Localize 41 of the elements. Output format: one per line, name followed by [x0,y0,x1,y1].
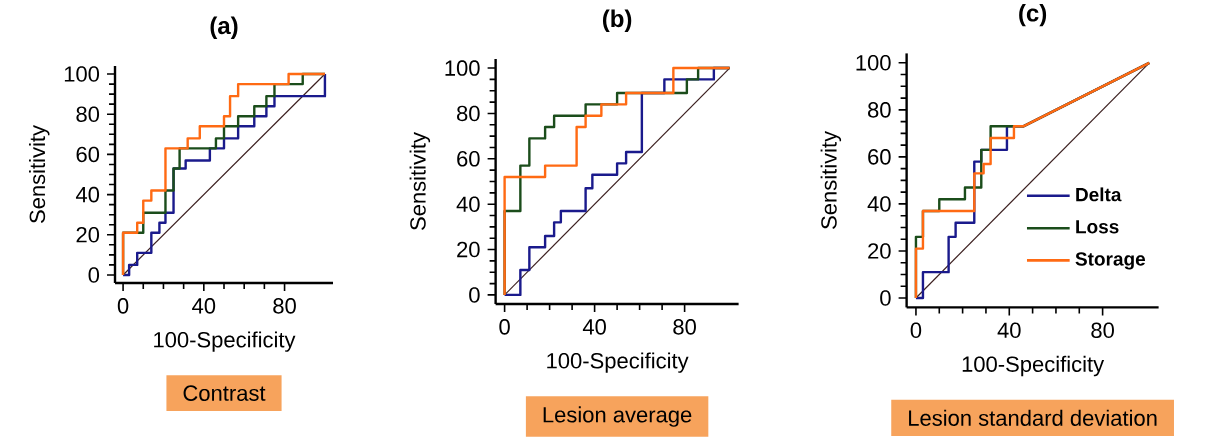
x-tick-label: 40 [582,319,606,335]
y-tick-label: 100 [445,60,480,76]
y-tick-label: 80 [868,102,891,118]
text: Lesion standard deviation [909,409,1157,426]
x-tick-label: 80 [1091,322,1114,339]
text: Lesion average [543,406,692,427]
chart-title: (c) [1019,3,1047,27]
chart-title: (a) [210,16,238,39]
y-tick-label: 0 [469,287,480,303]
y-tick-label: 20 [457,241,480,258]
y-tick-label: 100 [64,66,100,82]
y-axis-title: Sensitivity [820,130,842,229]
legend-label: Storage [1075,252,1146,270]
y-tick-label: 40 [456,196,480,212]
text: Contrast [183,385,266,401]
x-tick-label: 40 [997,322,1021,339]
y-axis-title: Sensitivity [409,132,431,231]
x-tick-label: 80 [673,319,696,335]
x-axis-title: 100-Specificity [547,352,689,373]
y-tick-label: 80 [457,105,480,122]
y-tick-label: 60 [76,146,100,163]
legend-label: Delta [1076,187,1122,202]
y-tick-label: 80 [76,106,100,123]
x-tick-label: 0 [117,298,129,314]
y-tick-label: 40 [75,186,100,203]
x-axis-title: 100-Specificity [154,331,296,352]
y-tick-label: 20 [76,227,100,243]
y-tick-label: 100 [856,55,891,71]
y-tick-label: 0 [88,267,100,283]
x-tick-label: 80 [273,298,296,314]
x-tick-label: 0 [910,322,922,339]
y-tick-label: 60 [457,151,480,167]
x-tick-label: 40 [192,298,216,314]
y-axis-title: Sensitivity [29,125,50,224]
y-tick-label: 20 [868,243,891,259]
x-tick-label: 0 [499,319,510,335]
legend-label: Loss [1076,220,1119,234]
chart-title: (b) [602,9,632,32]
x-axis-title: 100-Specificity [962,355,1105,377]
y-tick-label: 40 [867,196,891,212]
y-tick-label: 60 [868,149,891,165]
